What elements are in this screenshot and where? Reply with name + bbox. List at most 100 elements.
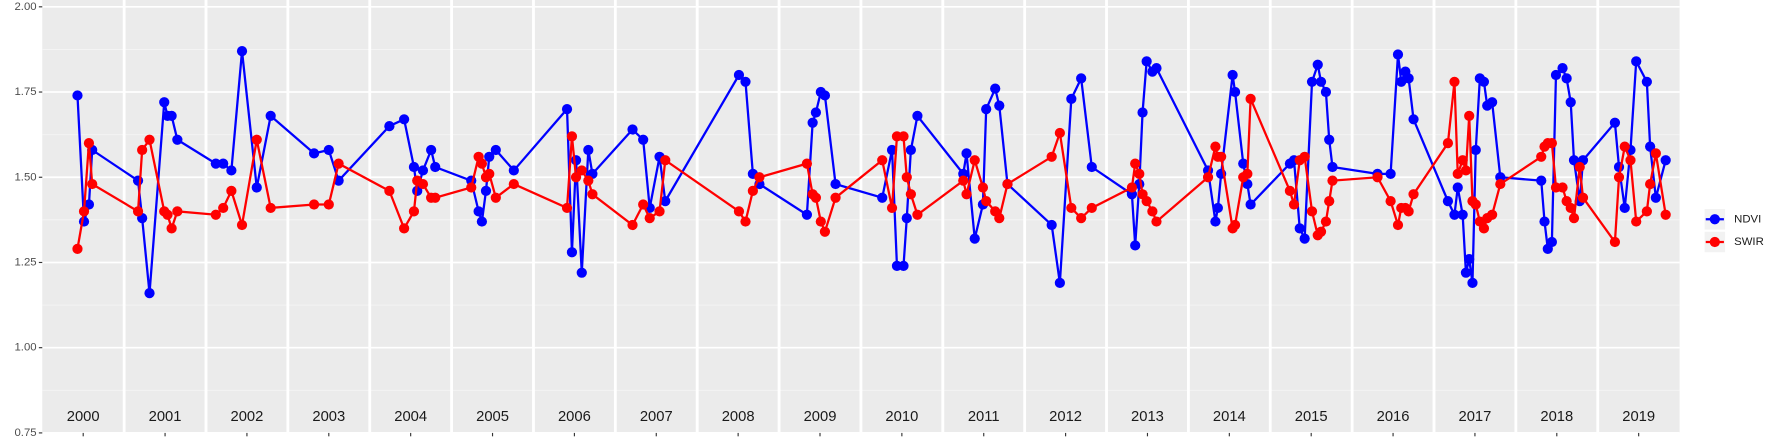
data-point <box>1245 199 1256 210</box>
data-point <box>1054 127 1065 139</box>
data-point <box>1449 76 1460 87</box>
data-point <box>958 175 969 186</box>
data-point <box>1312 59 1323 70</box>
data-point <box>466 182 477 193</box>
data-point <box>166 110 177 122</box>
data-point <box>1238 158 1249 169</box>
data-point <box>384 121 395 132</box>
data-point <box>417 178 429 190</box>
data-point <box>1229 86 1241 98</box>
data-point <box>566 247 578 258</box>
data-point <box>1660 209 1671 220</box>
series-swir <box>72 76 1671 254</box>
data-point <box>426 144 437 156</box>
data-point <box>484 168 495 179</box>
data-point <box>561 202 573 214</box>
data-point <box>1403 206 1414 217</box>
data-point <box>508 165 519 176</box>
data-point <box>132 206 144 217</box>
data-point <box>490 144 501 156</box>
data-point <box>1299 151 1310 162</box>
data-point <box>1141 196 1152 207</box>
data-point <box>323 199 334 210</box>
data-point <box>810 107 822 118</box>
panel-label: 2012 <box>1049 409 1082 425</box>
panel-label: 2001 <box>149 409 182 425</box>
data-point <box>72 243 83 254</box>
data-point <box>1487 209 1498 220</box>
data-point <box>1495 178 1506 190</box>
data-point <box>1299 233 1310 244</box>
data-point <box>308 199 320 210</box>
data-point <box>1210 141 1221 152</box>
data-point <box>1066 202 1077 214</box>
data-point <box>251 182 262 193</box>
data-point <box>1147 206 1158 217</box>
panel-label: 2016 <box>1377 409 1410 425</box>
data-point <box>251 134 262 145</box>
data-point <box>994 100 1005 111</box>
data-point <box>1210 216 1221 227</box>
data-point <box>1066 93 1077 104</box>
data-point <box>733 206 745 217</box>
data-point <box>1202 172 1214 183</box>
data-point <box>1324 134 1335 145</box>
panel-label: 2003 <box>312 409 345 425</box>
data-point <box>159 97 170 108</box>
data-point <box>508 178 519 190</box>
data-point <box>87 178 98 190</box>
data-point <box>1574 161 1585 173</box>
data-point <box>144 134 155 145</box>
data-point <box>417 165 429 176</box>
data-point <box>1565 202 1576 214</box>
data-point <box>408 161 420 173</box>
data-point <box>654 206 665 217</box>
data-point <box>961 189 972 200</box>
data-point <box>644 213 655 224</box>
data-point <box>981 196 992 207</box>
legend-label: NDVI <box>1734 213 1761 225</box>
data-point <box>1452 168 1463 179</box>
data-point <box>830 192 841 203</box>
data-point <box>733 69 745 81</box>
data-point <box>1141 56 1152 67</box>
data-point <box>72 90 83 101</box>
data-point <box>162 209 173 220</box>
data-point <box>1464 253 1475 265</box>
data-point <box>912 110 923 122</box>
data-point <box>638 199 649 210</box>
data-point <box>1229 219 1241 231</box>
y-tick-label: 1.50 <box>14 171 36 183</box>
legend-label: SWIR <box>1734 236 1764 248</box>
data-point <box>1242 168 1253 179</box>
data-point <box>1470 144 1481 156</box>
data-point <box>1568 213 1580 224</box>
y-tick-label: 2.00 <box>14 1 36 13</box>
data-point <box>1650 148 1661 159</box>
data-point <box>1245 93 1256 104</box>
legend-marker <box>1709 214 1720 225</box>
data-point <box>1645 178 1656 190</box>
data-point <box>877 155 888 166</box>
data-point <box>905 144 916 156</box>
data-point <box>1320 216 1332 227</box>
panel-label: 2006 <box>558 409 591 425</box>
data-point <box>1306 206 1318 217</box>
data-point <box>801 209 813 220</box>
panel-label: 2010 <box>885 409 918 425</box>
data-point <box>1660 155 1671 166</box>
panel-label: 2013 <box>1131 409 1164 425</box>
data-point <box>810 192 822 203</box>
data-point <box>226 165 237 176</box>
data-point <box>1134 168 1145 179</box>
panel-label: 2007 <box>640 409 673 425</box>
data-point <box>1460 165 1472 176</box>
data-point <box>1086 202 1097 214</box>
data-point <box>901 172 912 183</box>
data-point <box>1619 141 1630 152</box>
series-ndvi <box>72 46 1671 299</box>
data-point <box>1631 56 1642 67</box>
data-point <box>583 175 594 186</box>
data-point <box>570 172 582 183</box>
data-point <box>218 158 229 169</box>
